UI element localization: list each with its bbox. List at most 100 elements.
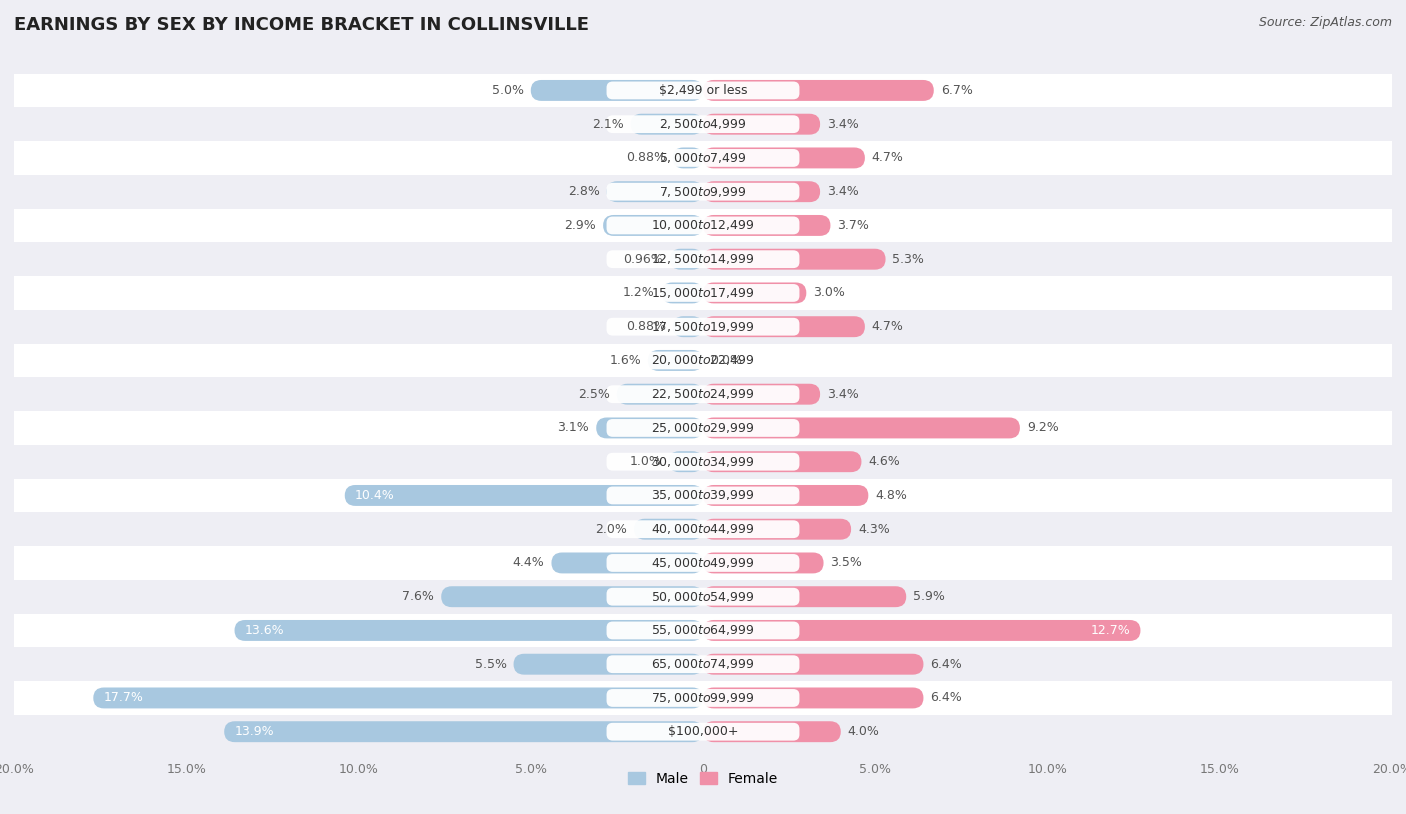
Text: Source: ZipAtlas.com: Source: ZipAtlas.com	[1258, 16, 1392, 29]
Text: 9.2%: 9.2%	[1026, 422, 1059, 435]
Text: 3.1%: 3.1%	[558, 422, 589, 435]
FancyBboxPatch shape	[606, 182, 703, 202]
Text: 4.7%: 4.7%	[872, 151, 904, 164]
Text: 17.7%: 17.7%	[104, 691, 143, 704]
FancyBboxPatch shape	[606, 149, 800, 167]
Text: $7,500 to $9,999: $7,500 to $9,999	[659, 185, 747, 199]
FancyBboxPatch shape	[672, 316, 703, 337]
FancyBboxPatch shape	[606, 723, 800, 741]
FancyBboxPatch shape	[703, 182, 820, 202]
Text: 3.0%: 3.0%	[813, 287, 845, 300]
FancyBboxPatch shape	[703, 282, 807, 304]
Text: 6.7%: 6.7%	[941, 84, 973, 97]
Text: $10,000 to $12,499: $10,000 to $12,499	[651, 218, 755, 233]
Text: 7.6%: 7.6%	[402, 590, 434, 603]
Text: 3.7%: 3.7%	[838, 219, 869, 232]
Text: 1.6%: 1.6%	[609, 354, 641, 367]
Bar	[14, 444, 1392, 479]
Text: 1.2%: 1.2%	[623, 287, 655, 300]
FancyBboxPatch shape	[551, 553, 703, 573]
FancyBboxPatch shape	[703, 553, 824, 573]
FancyBboxPatch shape	[606, 352, 800, 370]
FancyBboxPatch shape	[703, 418, 1019, 439]
FancyBboxPatch shape	[669, 249, 703, 269]
Text: 6.4%: 6.4%	[931, 691, 962, 704]
Bar	[14, 175, 1392, 208]
Text: $55,000 to $64,999: $55,000 to $64,999	[651, 624, 755, 637]
FancyBboxPatch shape	[606, 453, 800, 470]
Text: $100,000+: $100,000+	[668, 725, 738, 738]
FancyBboxPatch shape	[606, 250, 800, 268]
Text: 3.4%: 3.4%	[827, 118, 859, 131]
Bar	[14, 276, 1392, 310]
Text: $2,500 to $4,999: $2,500 to $4,999	[659, 117, 747, 131]
Bar	[14, 411, 1392, 444]
Bar	[14, 479, 1392, 512]
FancyBboxPatch shape	[662, 282, 703, 304]
Text: 3.4%: 3.4%	[827, 186, 859, 198]
FancyBboxPatch shape	[703, 114, 820, 134]
Text: 5.3%: 5.3%	[893, 252, 924, 265]
Text: 2.5%: 2.5%	[578, 387, 610, 400]
FancyBboxPatch shape	[606, 419, 800, 437]
FancyBboxPatch shape	[606, 588, 800, 606]
Text: 10.4%: 10.4%	[356, 489, 395, 502]
Bar	[14, 107, 1392, 141]
FancyBboxPatch shape	[344, 485, 703, 506]
FancyBboxPatch shape	[606, 81, 800, 99]
FancyBboxPatch shape	[606, 487, 800, 505]
Bar	[14, 141, 1392, 175]
Text: $65,000 to $74,999: $65,000 to $74,999	[651, 657, 755, 672]
Text: $2,499 or less: $2,499 or less	[659, 84, 747, 97]
FancyBboxPatch shape	[606, 284, 800, 302]
FancyBboxPatch shape	[606, 689, 800, 707]
Text: EARNINGS BY SEX BY INCOME BRACKET IN COLLINSVILLE: EARNINGS BY SEX BY INCOME BRACKET IN COL…	[14, 16, 589, 34]
FancyBboxPatch shape	[224, 721, 703, 742]
Bar	[14, 208, 1392, 243]
Legend: Male, Female: Male, Female	[623, 767, 783, 791]
Text: 2.9%: 2.9%	[564, 219, 596, 232]
FancyBboxPatch shape	[634, 519, 703, 540]
Text: 4.0%: 4.0%	[848, 725, 880, 738]
Bar	[14, 73, 1392, 107]
FancyBboxPatch shape	[531, 80, 703, 101]
Bar	[14, 681, 1392, 715]
Bar	[14, 647, 1392, 681]
Text: 0.88%: 0.88%	[626, 320, 666, 333]
FancyBboxPatch shape	[606, 655, 800, 673]
Text: 4.3%: 4.3%	[858, 523, 890, 536]
FancyBboxPatch shape	[648, 350, 703, 371]
Text: 2.0%: 2.0%	[595, 523, 627, 536]
Text: 6.4%: 6.4%	[931, 658, 962, 671]
FancyBboxPatch shape	[703, 316, 865, 337]
Text: $22,500 to $24,999: $22,500 to $24,999	[651, 387, 755, 401]
Text: $25,000 to $29,999: $25,000 to $29,999	[651, 421, 755, 435]
Text: 2.1%: 2.1%	[592, 118, 624, 131]
Text: 12.7%: 12.7%	[1091, 624, 1130, 637]
Bar	[14, 546, 1392, 580]
FancyBboxPatch shape	[703, 519, 851, 540]
Text: 4.8%: 4.8%	[875, 489, 907, 502]
FancyBboxPatch shape	[93, 688, 703, 708]
Text: 5.5%: 5.5%	[475, 658, 506, 671]
Text: 5.9%: 5.9%	[912, 590, 945, 603]
FancyBboxPatch shape	[606, 317, 800, 335]
FancyBboxPatch shape	[606, 116, 800, 133]
Text: 3.5%: 3.5%	[831, 557, 862, 570]
Text: 0.88%: 0.88%	[626, 151, 666, 164]
Text: 5.0%: 5.0%	[492, 84, 524, 97]
Bar	[14, 512, 1392, 546]
FancyBboxPatch shape	[703, 721, 841, 742]
FancyBboxPatch shape	[703, 654, 924, 675]
FancyBboxPatch shape	[703, 688, 924, 708]
Text: 4.7%: 4.7%	[872, 320, 904, 333]
Text: $20,000 to $22,499: $20,000 to $22,499	[651, 353, 755, 367]
Text: $5,000 to $7,499: $5,000 to $7,499	[659, 151, 747, 165]
FancyBboxPatch shape	[703, 586, 907, 607]
Text: $12,500 to $14,999: $12,500 to $14,999	[651, 252, 755, 266]
FancyBboxPatch shape	[513, 654, 703, 675]
FancyBboxPatch shape	[703, 383, 820, 405]
FancyBboxPatch shape	[606, 385, 800, 403]
FancyBboxPatch shape	[606, 183, 800, 200]
Text: $45,000 to $49,999: $45,000 to $49,999	[651, 556, 755, 570]
